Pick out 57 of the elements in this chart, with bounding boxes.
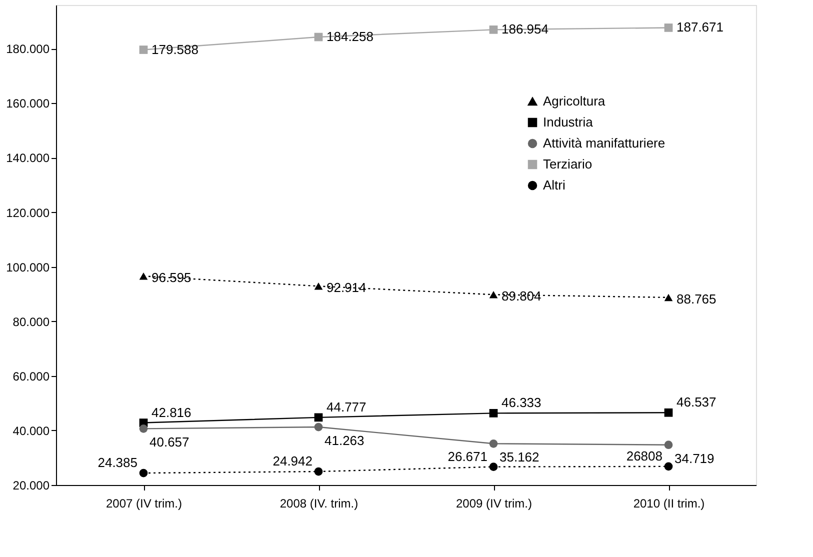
point xyxy=(489,409,498,418)
point xyxy=(489,462,498,471)
data-label: 92.914 xyxy=(326,280,366,296)
data-label: 46.537 xyxy=(676,394,716,410)
legend-label: Attività manifatturiere xyxy=(543,136,666,150)
point xyxy=(664,440,673,450)
x-tick-label: 2010 (II trim.) xyxy=(633,496,705,510)
point xyxy=(664,462,673,471)
legend-label: Agricoltura xyxy=(543,94,606,108)
y-tick-label: 120.000 xyxy=(6,206,50,220)
x-tick-label: 2008 (IV. trim.) xyxy=(280,496,358,510)
data-label: 88.765 xyxy=(676,291,716,306)
point xyxy=(139,46,148,54)
point xyxy=(314,467,323,476)
data-label: 35.162 xyxy=(500,450,540,465)
data-label: 40.657 xyxy=(150,434,190,450)
point xyxy=(314,282,323,290)
data-label: 26.671 xyxy=(448,448,488,464)
y-tick-label: 40.000 xyxy=(12,424,50,438)
x-tick-label: 2009 (IV trim.) xyxy=(456,496,532,510)
y-tick-label: 20.000 xyxy=(12,478,50,492)
y-tick-label: 60.000 xyxy=(12,369,50,384)
data-label: 42.816 xyxy=(152,404,192,420)
data-label: 89.804 xyxy=(502,288,542,304)
y-tick-label: 140.000 xyxy=(6,151,50,166)
data-label: 179.588 xyxy=(152,42,198,57)
legend-label: Industria xyxy=(543,114,594,130)
data-label: 41.263 xyxy=(324,433,364,448)
data-label: 187.671 xyxy=(676,20,724,35)
data-label: 24.942 xyxy=(272,454,312,469)
data-label: 96.595 xyxy=(152,270,192,286)
y-tick-label: 160.000 xyxy=(6,96,50,111)
point xyxy=(489,291,498,298)
point xyxy=(489,439,498,448)
point xyxy=(139,424,148,433)
legend-label: Terziario xyxy=(543,156,592,172)
y-tick-label: 100.000 xyxy=(6,260,50,274)
point xyxy=(314,422,323,432)
data-label: 26808 xyxy=(626,448,662,464)
data-label: 184.258 xyxy=(326,29,374,44)
point xyxy=(664,408,673,417)
point xyxy=(139,468,148,478)
point xyxy=(664,24,673,32)
data-label: 46.333 xyxy=(502,395,542,410)
x-tick-label: 2007 (IV trim.) xyxy=(106,496,182,510)
data-label: 44.777 xyxy=(326,399,366,414)
point xyxy=(139,272,148,280)
data-label: 24.385 xyxy=(98,455,138,470)
y-tick-label: 80.000 xyxy=(12,314,50,329)
point xyxy=(314,413,323,422)
point xyxy=(314,32,323,42)
data-label: 34.719 xyxy=(674,450,714,466)
data-label: 186.954 xyxy=(502,22,548,37)
point xyxy=(489,25,498,34)
point xyxy=(664,294,673,302)
legend-label: Altri xyxy=(543,178,566,192)
y-tick-label: 180.000 xyxy=(6,42,50,56)
